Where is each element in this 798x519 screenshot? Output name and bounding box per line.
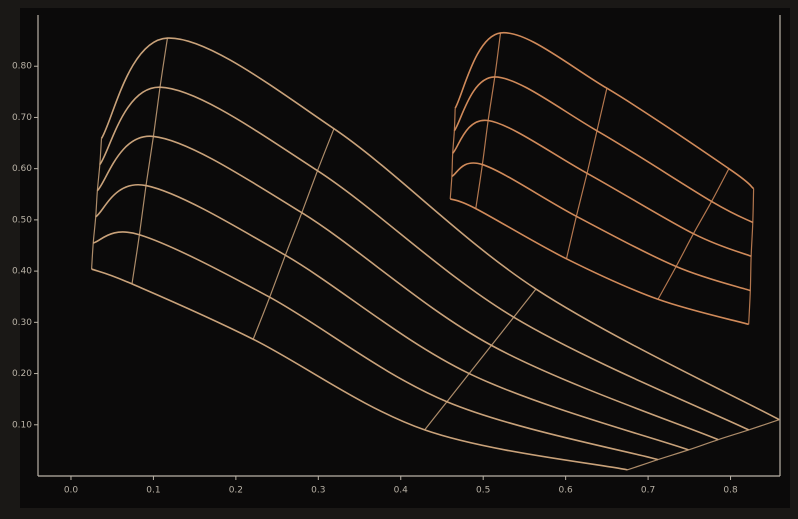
speed-line — [454, 32, 755, 190]
y-tick-label: 0.60 — [12, 164, 32, 174]
y-tick-label: 0.20 — [12, 369, 32, 379]
x-tick-label: 0.5 — [476, 486, 490, 496]
cross-line — [565, 88, 608, 259]
x-tick-label: 0.7 — [641, 486, 655, 496]
x-tick-label: 0.4 — [394, 486, 409, 496]
x-tick-label: 0.2 — [229, 486, 243, 496]
x-tick-label: 0.0 — [64, 486, 79, 496]
cross-line — [475, 32, 502, 209]
x-tick-label: 0.1 — [146, 486, 160, 496]
speed-line — [100, 37, 780, 421]
y-tick-label: 0.70 — [12, 113, 32, 123]
cross-line — [449, 108, 456, 199]
screen — [20, 8, 790, 508]
speed-line — [99, 86, 750, 431]
speed-line — [449, 198, 749, 326]
cross-line — [627, 419, 780, 471]
y-tick-label: 0.10 — [12, 420, 32, 430]
y-tick-label: 0.40 — [12, 267, 32, 277]
cross-line — [657, 168, 730, 300]
x-tick-label: 0.3 — [311, 486, 325, 496]
cross-line — [90, 138, 103, 270]
y-tick-label: 0.30 — [12, 318, 32, 328]
x-tick-label: 0.6 — [558, 486, 573, 496]
y-tick-label: 0.50 — [12, 215, 32, 225]
cross-line — [252, 128, 335, 340]
speed-line — [96, 135, 719, 441]
cross-line — [131, 37, 169, 285]
x-tick-label: 0.8 — [723, 486, 738, 496]
cross-line — [424, 288, 537, 431]
cross-line — [748, 188, 755, 325]
y-tick-label: 0.80 — [12, 62, 32, 72]
